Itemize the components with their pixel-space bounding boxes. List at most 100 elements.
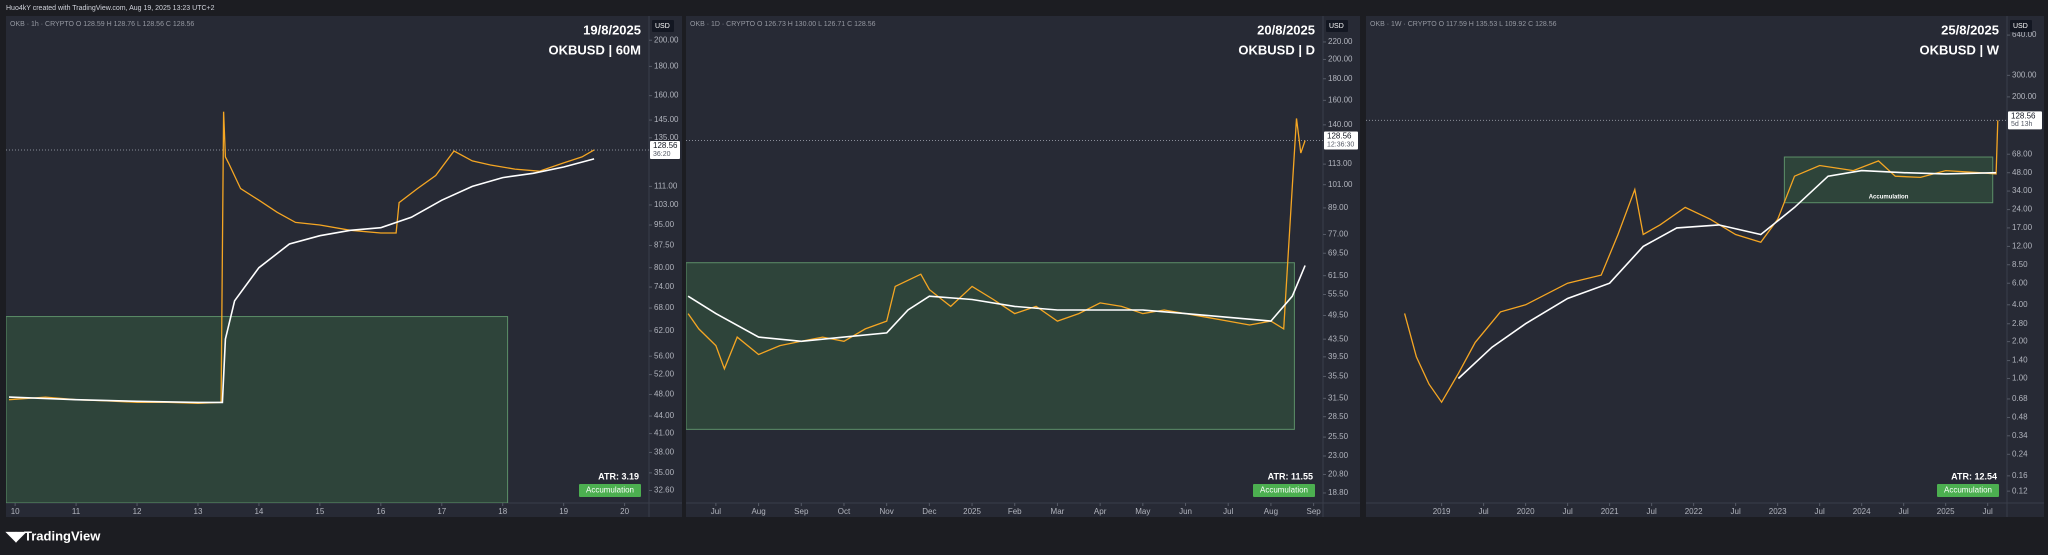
y-tick-label: 38.00 — [654, 448, 675, 457]
y-tick-label: 12.00 — [2012, 242, 2033, 251]
y-tick-label: 68.00 — [2012, 149, 2033, 158]
currency: USD — [655, 23, 670, 30]
y-tick-label: 41.00 — [654, 429, 675, 438]
y-tick-label: 18.80 — [1328, 488, 1349, 497]
x-tick-label: Aug — [751, 507, 765, 516]
y-tick-label: 111.00 — [654, 182, 678, 191]
chart-title: OKBUSD | 60M — [549, 42, 642, 57]
y-tick-label: 200.00 — [2012, 92, 2037, 101]
currency-box — [2010, 20, 2032, 32]
x-tick-label: Jul — [1647, 507, 1657, 516]
x-tick-label: 15 — [315, 507, 324, 516]
badge-box — [579, 484, 641, 497]
panel — [6, 16, 682, 517]
x-tick-label: Oct — [838, 507, 851, 516]
x-tick-label: Dec — [922, 507, 936, 516]
date: 20/8/2025 — [1257, 22, 1315, 37]
x-tick-label: Jul — [1899, 507, 1909, 516]
y-tick-label: 56.00 — [654, 351, 675, 360]
x-tick-label: 17 — [437, 507, 446, 516]
y-tick-label: 200.00 — [1328, 55, 1353, 64]
x-tick-label: Jun — [1179, 507, 1192, 516]
currency: USD — [2013, 23, 2028, 30]
x-tick-label: 2022 — [1685, 507, 1703, 516]
x-tick-label: 2024 — [1853, 507, 1871, 516]
y-tick-label: 61.50 — [1328, 271, 1349, 280]
x-tick-label: Apr — [1094, 507, 1107, 516]
x-tick-label: 11 — [72, 507, 81, 516]
y-tick-label: 145.00 — [654, 115, 679, 124]
symbol-info: OKB · 1W · CRYPTO O 117.59 H 135.53 L 10… — [1370, 21, 1557, 28]
badge-box — [1253, 484, 1315, 497]
price-label-box — [650, 140, 680, 159]
y-tick-label: 95.00 — [654, 220, 675, 229]
x-tick-label: 12 — [133, 507, 142, 516]
y-tick-label: 300.00 — [2012, 70, 2037, 79]
y-tick-label: 34.00 — [2012, 186, 2033, 195]
x-tick-label: Mar — [1051, 507, 1065, 516]
series-line — [687, 265, 1306, 343]
price-label: 128.56 — [1327, 132, 1352, 141]
x-tick-label: 20 — [620, 507, 629, 516]
x-tick-label: 2021 — [1601, 507, 1619, 516]
y-tick-label: 89.00 — [1328, 203, 1349, 212]
x-tick-label: Aug — [1264, 507, 1278, 516]
y-tick-label: 87.50 — [654, 241, 675, 250]
panel — [1366, 16, 2044, 517]
series-line — [1457, 169, 1997, 380]
y-tick-label: 48.00 — [2012, 168, 2033, 177]
y-tick-label: 103.00 — [654, 200, 679, 209]
y-tick-label: 180.00 — [654, 62, 679, 71]
y-tick-label: 39.50 — [1328, 352, 1349, 361]
y-tick-label: 48.00 — [654, 390, 675, 399]
x-tick-label: 2019 — [1433, 507, 1451, 516]
y-tick-label: 55.50 — [1328, 290, 1349, 299]
y-tick-label: 1.40 — [2012, 356, 2028, 365]
x-tick-label: 2025 — [963, 507, 981, 516]
y-tick-label: 23.00 — [1328, 451, 1349, 460]
x-tick-label: 16 — [376, 507, 385, 516]
zone — [686, 262, 1295, 430]
y-tick-label: 24.00 — [2012, 205, 2033, 214]
y-tick-label: 35.50 — [1328, 372, 1349, 381]
zone — [6, 316, 509, 503]
atr: ATR: 12.54 — [1951, 471, 1997, 481]
x-tick-label: Jul — [1731, 507, 1741, 516]
currency-box — [1326, 20, 1348, 32]
x-tick-label: 10 — [11, 507, 20, 516]
y-tick-label: 49.50 — [1328, 311, 1349, 320]
y-tick-label: 31.50 — [1328, 393, 1349, 402]
x-tick-label: 14 — [254, 507, 263, 516]
x-tick-label: 19 — [559, 507, 568, 516]
symbol-info: OKB · 1h · CRYPTO O 128.59 H 128.76 L 12… — [10, 21, 194, 28]
y-tick-label: 0.16 — [2012, 471, 2028, 480]
series-line — [687, 118, 1306, 371]
y-tick-label: 17.00 — [2012, 223, 2033, 232]
x-tick-label: 2025 — [1937, 507, 1955, 516]
zone-label: Accumulation — [1869, 194, 1909, 200]
x-tick-label: Feb — [1008, 507, 1022, 516]
brand-logo: ◥◤ — [5, 528, 27, 543]
price-label-box — [1324, 131, 1358, 150]
x-tick-label: Jul — [1563, 507, 1573, 516]
x-tick-label: Nov — [880, 507, 894, 516]
y-tick-label: 0.24 — [2012, 449, 2028, 458]
y-tick-label: 140.00 — [1328, 120, 1353, 129]
y-tick-label: 0.48 — [2012, 413, 2028, 422]
countdown: 12:36:30 — [1327, 141, 1354, 148]
y-tick-label: 4.00 — [2012, 300, 2028, 309]
plot: Accumulation — [1366, 119, 2007, 404]
y-tick-label: 180.00 — [1328, 74, 1353, 83]
badge: Accumulation — [586, 486, 634, 495]
series-line — [8, 158, 595, 404]
y-tick-label: 52.00 — [654, 370, 675, 379]
badge: Accumulation — [1944, 486, 1992, 495]
chart-title: OKBUSD | W — [1920, 42, 2000, 57]
y-tick-label: 44.00 — [654, 411, 675, 420]
y-tick-label: 68.00 — [654, 303, 675, 312]
y-tick-label: 6.00 — [2012, 278, 2028, 287]
x-tick-label: Jul — [1983, 507, 1993, 516]
y-tick-label: 25.50 — [1328, 432, 1349, 441]
